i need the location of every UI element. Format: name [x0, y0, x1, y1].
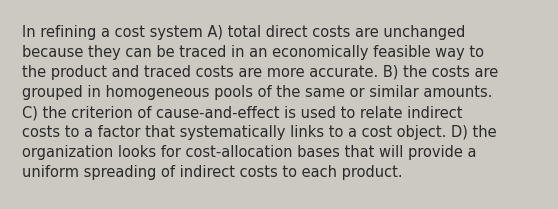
Text: In refining a cost system A) total direct costs are unchanged
because they can b: In refining a cost system A) total direc…: [22, 25, 498, 180]
